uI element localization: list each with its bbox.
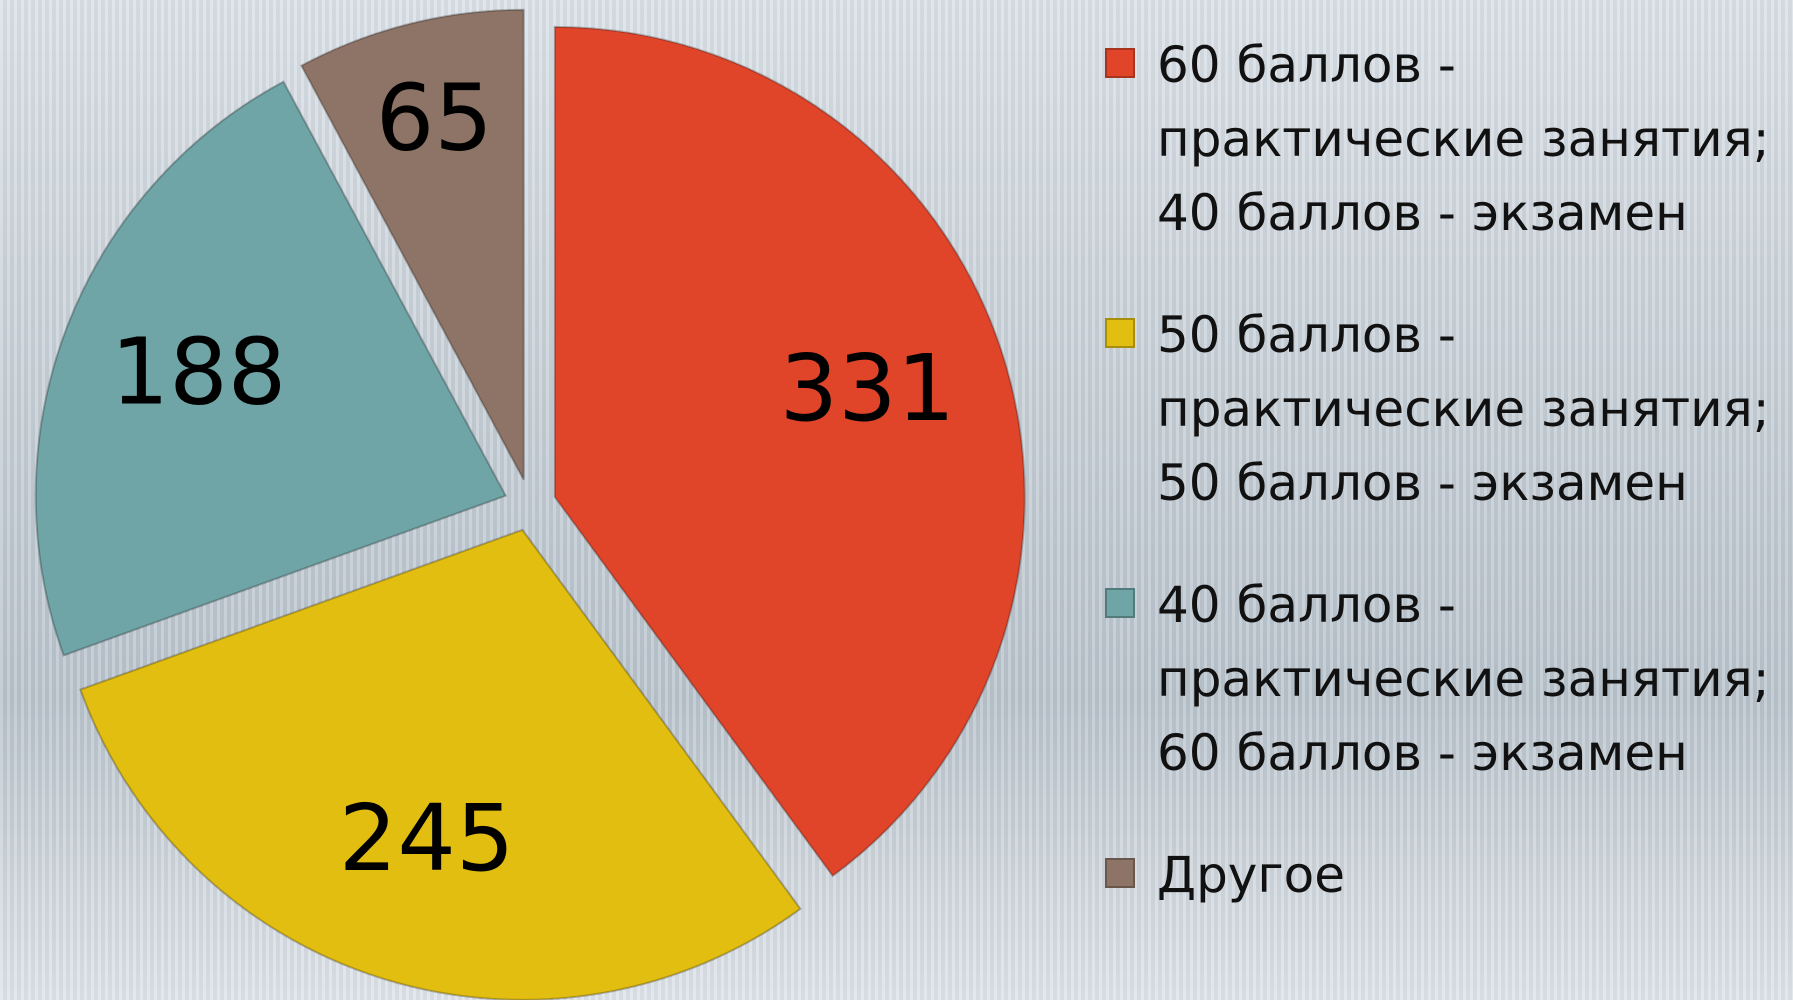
slice-label: 65	[376, 65, 493, 172]
legend-swatch	[1105, 588, 1135, 618]
slice-label: 188	[111, 318, 287, 425]
legend-label: 40 баллов - практические занятия; 60 бал…	[1157, 576, 1770, 782]
legend-entry: 60 баллов - практические занятия; 40 бал…	[1105, 28, 1785, 250]
legend-entry: Другое	[1105, 838, 1785, 912]
legend-entry: 40 баллов - практические занятия; 60 бал…	[1105, 568, 1785, 790]
pie-slice	[34, 80, 508, 657]
slice-label: 245	[339, 785, 515, 892]
pie-chart: 331 245 188 65	[34, 8, 1026, 1000]
legend-swatch	[1105, 48, 1135, 78]
legend-label: 50 баллов - практические занятия; 50 бал…	[1157, 306, 1770, 512]
slice-label: 331	[780, 335, 956, 442]
legend-label: 60 баллов - практические занятия; 40 бал…	[1157, 36, 1770, 242]
pie-slice	[79, 528, 802, 1000]
legend: 60 баллов - практические занятия; 40 бал…	[1105, 28, 1785, 960]
legend-label: Другое	[1157, 846, 1346, 904]
pie-slice	[300, 8, 525, 481]
pie-slice	[553, 25, 1026, 878]
legend-swatch	[1105, 858, 1135, 888]
legend-entry: 50 баллов - практические занятия; 50 бал…	[1105, 298, 1785, 520]
legend-swatch	[1105, 318, 1135, 348]
